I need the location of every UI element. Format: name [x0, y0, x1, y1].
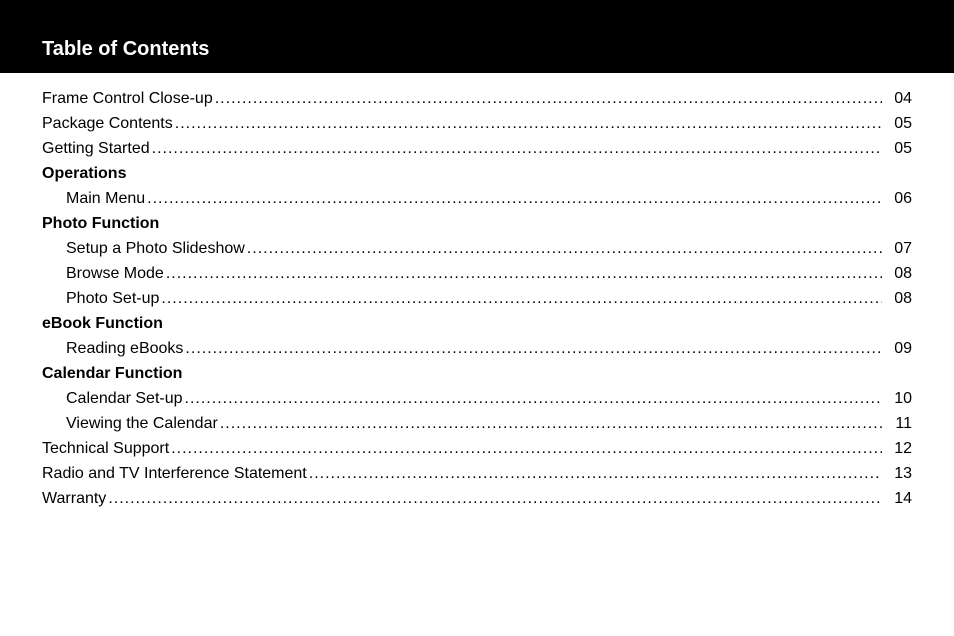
toc-section-calendar: Calendar Function [42, 366, 912, 382]
toc-entry-getting-started: Getting Started 05 [42, 141, 912, 157]
toc-section-photo-function: Photo Function [42, 216, 912, 232]
toc-dots [108, 491, 882, 507]
page-title: Table of Contents [42, 38, 209, 60]
toc-label: Technical Support [42, 441, 169, 457]
toc-page: 07 [888, 241, 912, 257]
toc-dots [147, 191, 882, 207]
toc-label: Getting Started [42, 141, 150, 157]
toc-entry-interference: Radio and TV Interference Statement 13 [42, 466, 912, 482]
toc-dots [309, 466, 882, 482]
toc-label: Package Contents [42, 116, 173, 132]
toc-label: Reading eBooks [42, 341, 183, 357]
toc-section-label: eBook Function [42, 315, 163, 332]
toc-entry-browse-mode: Browse Mode 08 [42, 266, 912, 282]
toc-page: 14 [888, 491, 912, 507]
toc-label: Calendar Set-up [42, 391, 183, 407]
toc-entry-package-contents: Package Contents 05 [42, 116, 912, 132]
toc-section-label: Photo Function [42, 215, 159, 232]
toc-entry-calendar-setup: Calendar Set-up 10 [42, 391, 912, 407]
toc-section-ebook: eBook Function [42, 316, 912, 332]
toc-label: Browse Mode [42, 266, 164, 282]
toc-page: 12 [888, 441, 912, 457]
toc-label: Warranty [42, 491, 106, 507]
toc-dots [171, 441, 882, 457]
toc-dots [185, 341, 882, 357]
header-bar: Table of Contents [0, 0, 954, 73]
toc-dots [161, 291, 882, 307]
toc-page: 13 [888, 466, 912, 482]
toc-entry-viewing-calendar: Viewing the Calendar 11 [42, 416, 912, 432]
toc-label: Frame Control Close-up [42, 91, 213, 107]
toc-label: Setup a Photo Slideshow [42, 241, 245, 257]
toc-entry-photo-setup: Photo Set-up 08 [42, 291, 912, 307]
toc-entry-reading-ebooks: Reading eBooks 09 [42, 341, 912, 357]
toc-dots [175, 116, 882, 132]
toc-dots [166, 266, 882, 282]
toc-page: 04 [888, 91, 912, 107]
toc-section-label: Calendar Function [42, 365, 182, 382]
toc-page: 09 [888, 341, 912, 357]
toc-label: Photo Set-up [42, 291, 159, 307]
toc-page: 08 [888, 291, 912, 307]
toc-entry-frame-control: Frame Control Close-up 04 [42, 91, 912, 107]
toc-content: Frame Control Close-up 04 Package Conten… [0, 73, 954, 507]
toc-entry-warranty: Warranty 14 [42, 491, 912, 507]
toc-page: 05 [888, 116, 912, 132]
toc-page: 08 [888, 266, 912, 282]
toc-dots [247, 241, 882, 257]
toc-label: Viewing the Calendar [42, 416, 218, 432]
toc-entry-tech-support: Technical Support 12 [42, 441, 912, 457]
toc-section-operations: Operations [42, 166, 912, 182]
toc-page: 10 [888, 391, 912, 407]
toc-dots [220, 416, 882, 432]
toc-dots [215, 91, 882, 107]
toc-page: 06 [888, 191, 912, 207]
toc-dots [152, 141, 882, 157]
toc-label: Main Menu [42, 191, 145, 207]
toc-entry-main-menu: Main Menu 06 [42, 191, 912, 207]
toc-section-label: Operations [42, 165, 126, 182]
toc-page: 11 [888, 416, 912, 432]
toc-entry-setup-slideshow: Setup a Photo Slideshow 07 [42, 241, 912, 257]
toc-dots [185, 391, 882, 407]
toc-label: Radio and TV Interference Statement [42, 466, 307, 482]
toc-page: 05 [888, 141, 912, 157]
